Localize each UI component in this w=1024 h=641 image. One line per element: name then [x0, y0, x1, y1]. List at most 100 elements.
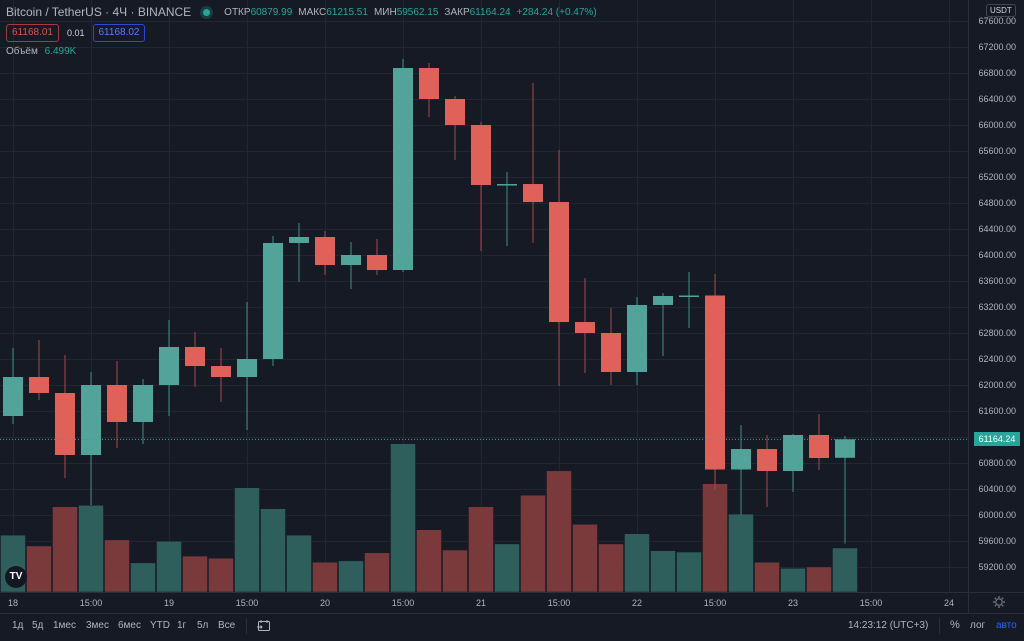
high-label: МАКС — [298, 6, 327, 18]
range-button-4[interactable]: 6мес — [118, 620, 141, 631]
candle[interactable] — [757, 434, 777, 508]
price-tick-label: 63600.00 — [978, 276, 1016, 286]
sell-button[interactable]: 61168.01 — [6, 24, 59, 42]
price-chart[interactable] — [0, 0, 1024, 613]
candle[interactable] — [445, 96, 465, 160]
time-tick-label: 15:00 — [79, 598, 103, 608]
time-tick-label: 15:00 — [547, 598, 571, 608]
range-button-2[interactable]: 1мес — [53, 620, 76, 631]
candle[interactable] — [809, 413, 829, 471]
candle[interactable] — [107, 361, 127, 448]
candle[interactable] — [315, 231, 335, 276]
candle[interactable] — [29, 340, 49, 401]
candle[interactable] — [835, 435, 855, 544]
candle[interactable] — [471, 122, 491, 251]
volume-legend: Объём 6.499K — [6, 46, 76, 57]
price-tick-label: 60000.00 — [978, 510, 1016, 520]
tradingview-logo-icon[interactable]: TV — [5, 566, 27, 588]
candle[interactable] — [393, 59, 413, 273]
buy-button[interactable]: 61168.02 — [92, 24, 146, 42]
range-button-6[interactable]: 1г — [177, 620, 187, 631]
change-value: +284.24 (+0.47%) — [516, 6, 597, 18]
candle[interactable] — [653, 293, 673, 357]
symbol-title[interactable]: Bitcoin / TetherUS · 4Ч · BINANCE — [6, 5, 192, 19]
currency-badge[interactable]: USDT — [986, 4, 1016, 17]
volume-bar — [728, 513, 754, 593]
candle[interactable] — [3, 348, 23, 424]
volume-bar — [650, 550, 676, 593]
candle[interactable] — [575, 278, 595, 373]
candle[interactable] — [289, 223, 309, 282]
candle[interactable] — [497, 171, 517, 247]
goto-date-icon[interactable] — [257, 619, 271, 633]
range-button-5[interactable]: YTD — [150, 620, 170, 631]
candle[interactable] — [419, 62, 439, 118]
volume-bar — [572, 524, 598, 593]
candle[interactable] — [523, 83, 543, 243]
clock-timezone[interactable]: 14:23:12 (UTC+3) — [848, 620, 929, 631]
candle[interactable] — [601, 307, 621, 385]
volume-bar — [182, 555, 208, 593]
volume-bar — [338, 560, 364, 593]
volume-bar — [780, 568, 806, 593]
candle[interactable] — [679, 272, 699, 328]
price-tick-label: 65600.00 — [978, 146, 1016, 156]
close-label: ЗАКР — [444, 6, 470, 18]
candle[interactable] — [783, 434, 803, 492]
candle[interactable] — [159, 320, 179, 417]
volume-bar — [208, 557, 234, 593]
gear-icon[interactable] — [992, 595, 1006, 609]
symbol-legend: Bitcoin / TetherUS · 4Ч · BINANCE ОТКР 60… — [6, 5, 603, 19]
volume-bar — [468, 506, 494, 593]
candle[interactable] — [341, 242, 361, 289]
candle[interactable] — [705, 273, 725, 490]
log-toggle[interactable]: лог — [970, 620, 986, 631]
bottom-toolbar — [0, 613, 1024, 641]
candle[interactable] — [81, 372, 101, 505]
range-button-8[interactable]: Все — [218, 620, 236, 631]
market-status-icon — [203, 8, 211, 16]
candle[interactable] — [211, 348, 231, 403]
volume-bar — [104, 539, 130, 593]
range-button-3[interactable]: 3мес — [86, 620, 109, 631]
open-label: ОТКР — [224, 6, 251, 18]
volume-bar — [260, 508, 286, 593]
candle[interactable] — [549, 150, 569, 386]
price-tick-label: 66800.00 — [978, 68, 1016, 78]
price-tick-label: 67600.00 — [978, 16, 1016, 26]
candle[interactable] — [133, 379, 153, 445]
candle[interactable] — [185, 332, 205, 388]
auto-toggle[interactable]: авто — [996, 620, 1017, 631]
range-button-1[interactable]: 5д — [32, 620, 44, 631]
volume-bar — [702, 483, 728, 593]
volume-bar — [546, 470, 572, 593]
price-tick-label: 64800.00 — [978, 198, 1016, 208]
spread-value: 0.01 — [66, 28, 85, 38]
percent-toggle[interactable]: % — [950, 619, 960, 631]
candle[interactable] — [55, 354, 75, 479]
range-button-0[interactable]: 1д — [12, 620, 24, 631]
volume-bar — [442, 549, 468, 593]
candle[interactable] — [731, 424, 751, 515]
price-tick-label: 62400.00 — [978, 354, 1016, 364]
time-tick-label: 21 — [475, 598, 487, 608]
volume-label: Объём — [6, 46, 38, 57]
volume-bar — [754, 561, 780, 593]
candle[interactable] — [367, 239, 387, 276]
volume-bars — [0, 443, 858, 593]
time-tick-label: 15:00 — [391, 598, 415, 608]
candle[interactable] — [237, 301, 257, 430]
candle[interactable] — [627, 296, 647, 385]
range-button-7[interactable]: 5л — [197, 620, 209, 631]
price-tick-label: 67200.00 — [978, 42, 1016, 52]
price-tick-label: 60400.00 — [978, 484, 1016, 494]
time-tick-label: 18 — [7, 598, 19, 608]
time-tick-label: 23 — [787, 598, 799, 608]
time-tick-label: 20 — [319, 598, 331, 608]
high-value: 61215.51 — [326, 6, 368, 18]
price-tick-label: 62800.00 — [978, 328, 1016, 338]
candle[interactable] — [263, 236, 283, 367]
time-tick-label: 19 — [163, 598, 175, 608]
volume-bar — [598, 543, 624, 593]
time-tick-label: 22 — [631, 598, 643, 608]
